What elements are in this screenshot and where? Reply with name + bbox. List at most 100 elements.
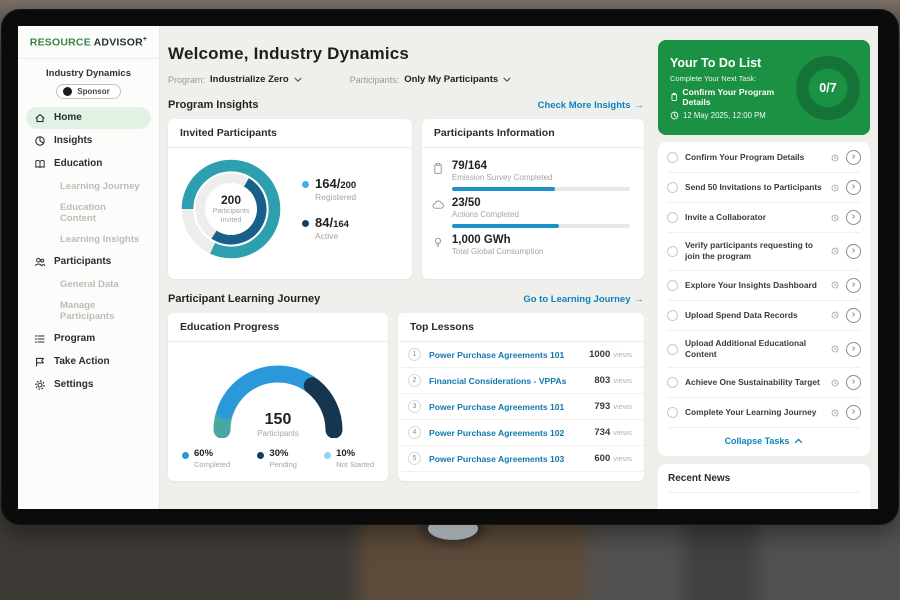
task-checkbox[interactable]: [667, 279, 678, 291]
task-open-button[interactable]: ›: [846, 210, 861, 225]
task-open-button[interactable]: ›: [846, 180, 861, 195]
task-open-button[interactable]: ›: [846, 150, 861, 165]
clock-icon: [831, 154, 839, 162]
task-open-button[interactable]: ›: [846, 277, 861, 293]
bulb-icon: [432, 236, 444, 256]
sidebar-item-home[interactable]: Home: [26, 106, 151, 129]
lesson-views-label: views: [613, 402, 632, 411]
task-checkbox[interactable]: [667, 309, 678, 321]
lesson-link[interactable]: Power Purchase Agreements 102: [429, 427, 565, 438]
sidebar-item-manage-participants[interactable]: Manage Participants: [60, 299, 115, 322]
learning-journey-header: Participant Learning Journey Go to Learn…: [168, 293, 644, 305]
legend-not-started: 10% Not Started: [324, 448, 374, 469]
invited-total-label: Participants Invited: [212, 207, 250, 224]
lesson-row-4[interactable]: 4 Power Purchase Agreements 102 734 view…: [398, 420, 644, 446]
organization-name: Industry Dynamics: [46, 67, 131, 79]
sidebar-item-settings[interactable]: Settings: [26, 374, 151, 396]
sidebar-item-label: Home: [54, 112, 82, 123]
actions-completed-progressbar: [451, 224, 630, 228]
sidebar-item-education[interactable]: Education: [26, 153, 151, 175]
collapse-tasks-link[interactable]: Collapse Tasks: [667, 428, 861, 455]
emission-survey-label: Emission Survey Completed: [451, 173, 553, 182]
lesson-link[interactable]: Power Purchase Agreements 103: [429, 453, 565, 464]
participants-filter-label: Participants:: [349, 74, 400, 85]
logo-primary: RESOURCE: [29, 36, 91, 49]
sidebar-item-general-data[interactable]: General Data: [60, 278, 119, 290]
completed-dot-icon: [182, 452, 189, 459]
program-insights-title: Program Insights: [168, 99, 259, 111]
task-row-8[interactable]: Achieve One Sustainability Target ›: [667, 368, 861, 399]
lesson-row-2[interactable]: 2 Financial Considerations - VPPAs 803 v…: [398, 368, 644, 394]
check-more-insights-link[interactable]: Check More Insights →: [538, 100, 644, 111]
task-row-2[interactable]: Send 50 Invitations to Participants ›: [667, 173, 861, 203]
app-logo[interactable]: RESOURCE ADVISOR+: [18, 36, 159, 59]
sidebar-item-label: Insights: [54, 135, 93, 146]
task-open-button[interactable]: ›: [846, 307, 861, 323]
program-filter-dropdown[interactable]: Program: Industrialize Zero: [168, 74, 302, 85]
task-checkbox[interactable]: [667, 212, 678, 223]
todo-next-task[interactable]: Confirm Your Program Details: [670, 87, 796, 107]
clipboard-icon: [432, 162, 444, 191]
task-row-1[interactable]: Confirm Your Program Details ›: [667, 143, 861, 173]
logo-secondary: ADVISOR: [93, 36, 143, 49]
legend-active: 84/164 Active: [302, 215, 356, 241]
task-checkbox[interactable]: [667, 245, 678, 257]
task-checkbox[interactable]: [667, 377, 678, 389]
actions-completed-value: 23/50: [451, 197, 481, 209]
task-row-6[interactable]: Upload Spend Data Records ›: [667, 301, 861, 331]
sidebar-item-program[interactable]: Program: [26, 328, 151, 350]
task-row-5[interactable]: Explore Your Insights Dashboard ›: [667, 271, 861, 301]
task-checkbox[interactable]: [667, 182, 678, 193]
clock-icon: [831, 311, 839, 319]
sidebar-item-participants[interactable]: Participants: [26, 251, 151, 273]
lesson-link[interactable]: Financial Considerations - VPPAs: [429, 375, 567, 386]
task-label: Explore Your Insights Dashboard: [685, 279, 817, 290]
arrow-right-icon: →: [634, 293, 645, 305]
task-checkbox[interactable]: [667, 343, 678, 355]
sidebar-item-learning-journey[interactable]: Learning Journey: [60, 180, 140, 192]
participants-filter-dropdown[interactable]: Participants: Only My Participants: [350, 74, 512, 85]
lesson-link[interactable]: Power Purchase Agreements 101: [429, 349, 565, 360]
task-checkbox[interactable]: [667, 152, 678, 163]
task-open-button[interactable]: ›: [846, 243, 861, 259]
education-icon: [35, 159, 45, 168]
lesson-views-label: views: [613, 350, 632, 359]
task-row-3[interactable]: Invite a Collaborator ›: [667, 203, 861, 233]
task-label: Verify participants requesting to join t…: [685, 240, 813, 262]
sidebar-item-learning-insights[interactable]: Learning Insights: [60, 233, 140, 245]
task-open-button[interactable]: ›: [846, 341, 861, 357]
todo-panel: Your To Do List Complete Your Next Task:…: [654, 26, 878, 509]
global-consumption-value: 1,000 GWh: [451, 234, 511, 246]
card-title: Participants Information: [421, 119, 644, 148]
clock-icon: [831, 379, 839, 387]
lesson-row-1[interactable]: 1 Power Purchase Agreements 101 1000 vie…: [398, 342, 644, 368]
lesson-row-3[interactable]: 3 Power Purchase Agreements 101 793 view…: [398, 394, 644, 420]
active-total: 164: [333, 219, 349, 230]
lesson-row-5[interactable]: 5 Power Purchase Agreements 103 600 view…: [398, 446, 644, 472]
sponsor-badge[interactable]: Sponsor: [56, 83, 121, 99]
task-row-4[interactable]: Verify participants requesting to join t…: [667, 233, 861, 271]
lesson-views-label: views: [613, 376, 632, 385]
not-started-label: Not Started: [336, 460, 374, 469]
go-to-learning-journey-link[interactable]: Go to Learning Journey →: [523, 294, 644, 305]
insights-cards-row: Invited Participants 200: [168, 119, 644, 279]
task-open-button[interactable]: ›: [846, 405, 861, 421]
sidebar-item-label: Education: [54, 158, 103, 169]
sidebar-item-insights[interactable]: Insights: [26, 130, 151, 152]
sidebar-item-take-action[interactable]: Take Action: [26, 351, 151, 373]
insights-icon: [35, 135, 45, 146]
task-row-7[interactable]: Upload Additional Educational Content ›: [667, 331, 861, 369]
sidebar-item-label: Settings: [54, 379, 94, 390]
task-row-9[interactable]: Complete Your Learning Journey ›: [667, 398, 861, 429]
gear-icon: [35, 379, 45, 390]
education-progress-card: Education Progress 150 Participants: [168, 313, 388, 481]
task-checkbox[interactable]: [667, 407, 678, 419]
lesson-views: 1000: [589, 349, 611, 360]
program-filter-label: Program:: [168, 74, 206, 85]
task-open-button[interactable]: ›: [846, 375, 861, 391]
link-label: Check More Insights: [537, 99, 631, 111]
sidebar-item-education-content[interactable]: Education Content: [60, 201, 106, 224]
lesson-link[interactable]: Power Purchase Agreements 101: [429, 401, 565, 412]
card-title: Top Lessons: [398, 313, 644, 342]
